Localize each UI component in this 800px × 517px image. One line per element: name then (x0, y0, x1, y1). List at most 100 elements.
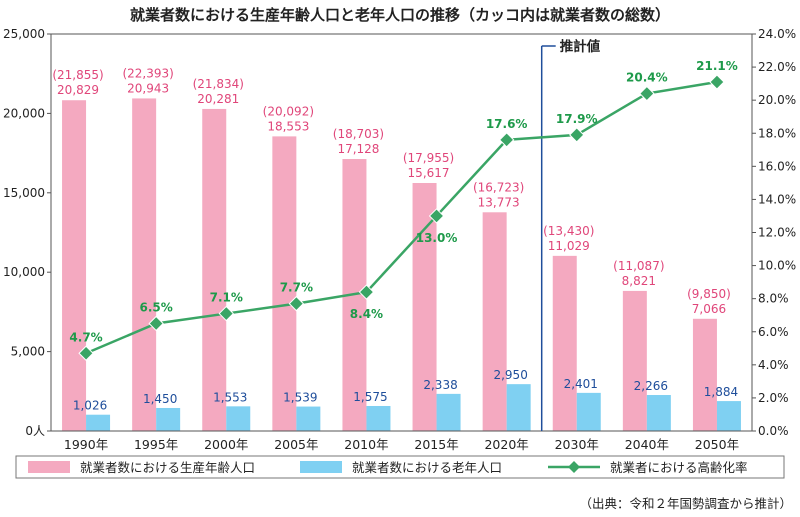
working-age-label: 20,943 (127, 81, 169, 95)
bar-elderly (576, 392, 601, 431)
left-tick-label: 20,000 (3, 106, 45, 120)
rate-label: 7.7% (280, 281, 313, 295)
rate-label: 6.5% (140, 300, 173, 314)
rate-label: 17.6% (486, 117, 528, 131)
working-age-label: 11,029 (548, 239, 590, 253)
bar-elderly (436, 393, 461, 431)
rate-point (288, 295, 305, 312)
category-label: 1990年 (64, 437, 108, 452)
category-label: 2020年 (484, 437, 528, 452)
right-tick-label: 12.0% (758, 226, 796, 240)
total-label: (21,834) (193, 77, 244, 91)
bar-working-age (622, 290, 647, 431)
total-label: (21,855) (52, 68, 103, 82)
left-tick-label: 10,000 (3, 265, 45, 279)
total-label: (16,723) (473, 180, 524, 194)
total-label: (17,955) (403, 151, 454, 165)
bar-working-age (132, 98, 157, 431)
elderly-label: 1,553 (213, 390, 247, 404)
bar-working-age (412, 183, 437, 431)
legend: 就業者数における生産年齢人口 就業者数における老年人口 就業者における高齢化率 (15, 455, 785, 479)
rate-series-line (85, 80, 718, 355)
legend-swatch-working-age (28, 461, 70, 473)
legend-label: 就業者数における生産年齢人口 (80, 460, 255, 475)
rate-label: 20.4% (626, 71, 668, 85)
right-tick-label: 4.0% (758, 358, 789, 372)
category-label: 1995年 (134, 437, 178, 452)
left-tick-label: 25,000 (3, 27, 45, 41)
legend-label: 就業者における高齢化率 (610, 460, 748, 475)
bar-working-age (272, 136, 297, 431)
category-label: 2040年 (625, 437, 669, 452)
rate-point (709, 74, 725, 90)
elderly-label: 1,575 (353, 390, 387, 404)
total-label: (13,430) (543, 224, 594, 238)
bar-elderly (506, 384, 531, 431)
right-tick-label: 0.0% (758, 424, 789, 438)
right-tick-label: 10.0% (758, 259, 796, 273)
left-tick-label: 5,000 (11, 345, 45, 359)
category-label: 2005年 (274, 437, 318, 452)
left-tick-label: 0人 (25, 424, 45, 438)
elderly-label: 1,884 (704, 385, 738, 399)
rate-point (78, 345, 94, 361)
elderly-label: 2,338 (423, 378, 457, 392)
rate-line (78, 74, 725, 361)
working-age-label: 7,066 (692, 302, 726, 316)
chart-title: 就業者数における生産年齢人口と老年人口の推移（カッコ内は就業者数の総数） (130, 6, 670, 24)
category-label: 2015年 (414, 437, 458, 452)
bar-elderly (226, 406, 251, 431)
axes: 0人 5,000 10,000 15,000 20,000 25,000 0.0% 2.0% 4… (3, 27, 796, 452)
bar-elderly (716, 401, 741, 431)
total-label: (22,393) (122, 66, 173, 80)
source-note: （出典：令和２年国勢調査から推計） (579, 496, 792, 511)
total-label: (9,850) (687, 287, 731, 301)
elderly-label: 2,950 (493, 368, 527, 382)
rate-point (639, 85, 655, 102)
rate-label: 21.1% (696, 59, 738, 73)
bar-elderly (156, 407, 181, 431)
total-label: (20,092) (263, 104, 314, 118)
legend-box (15, 455, 785, 479)
right-tick-label: 20.0% (758, 93, 796, 107)
working-age-label: 20,829 (57, 83, 99, 97)
working-age-label: 20,281 (197, 92, 239, 106)
estimate-label: 推計値 (560, 38, 601, 55)
bar-working-age (552, 255, 577, 431)
right-tick-label: 18.0% (758, 126, 796, 140)
bar-working-age (692, 318, 717, 431)
working-age-label: 8,821 (622, 274, 656, 288)
total-label: (11,087) (613, 259, 664, 273)
rate-point (428, 208, 445, 224)
bar-working-age (62, 100, 87, 432)
elderly-label: 1,026 (73, 399, 107, 413)
category-label: 2050年 (695, 437, 739, 452)
total-label: (18,703) (333, 127, 384, 141)
rate-label: 8.4% (350, 307, 383, 321)
right-tick-label: 6.0% (758, 325, 789, 339)
bar-elderly (366, 405, 391, 431)
rate-label: 17.9% (556, 112, 598, 126)
working-age-label: 18,553 (267, 119, 309, 133)
category-label: 2010年 (344, 437, 388, 452)
right-tick-label: 8.0% (758, 292, 789, 306)
bar-elderly (646, 395, 671, 431)
bar-elderly (296, 406, 321, 431)
left-tick-label: 15,000 (3, 186, 45, 200)
rate-point (148, 315, 164, 332)
right-tick-label: 2.0% (758, 391, 789, 405)
rate-label: 13.0% (416, 231, 458, 245)
elderly-label: 2,266 (634, 379, 668, 393)
working-age-label: 13,773 (478, 195, 520, 209)
rate-point (569, 127, 585, 143)
rate-label: 4.7% (69, 330, 102, 344)
elderly-label: 2,401 (564, 377, 598, 391)
legend-swatch-elderly (300, 461, 342, 473)
data-labels: (21,855)20,829 1,026 (22,393)20,943 1,450 (2… (52, 59, 738, 413)
rate-point (498, 132, 515, 148)
estimate-marker: 推計値 (540, 38, 601, 431)
rate-point (358, 284, 375, 300)
legend-label: 就業者数における老年人口 (352, 460, 502, 475)
right-tick-label: 22.0% (758, 60, 796, 74)
